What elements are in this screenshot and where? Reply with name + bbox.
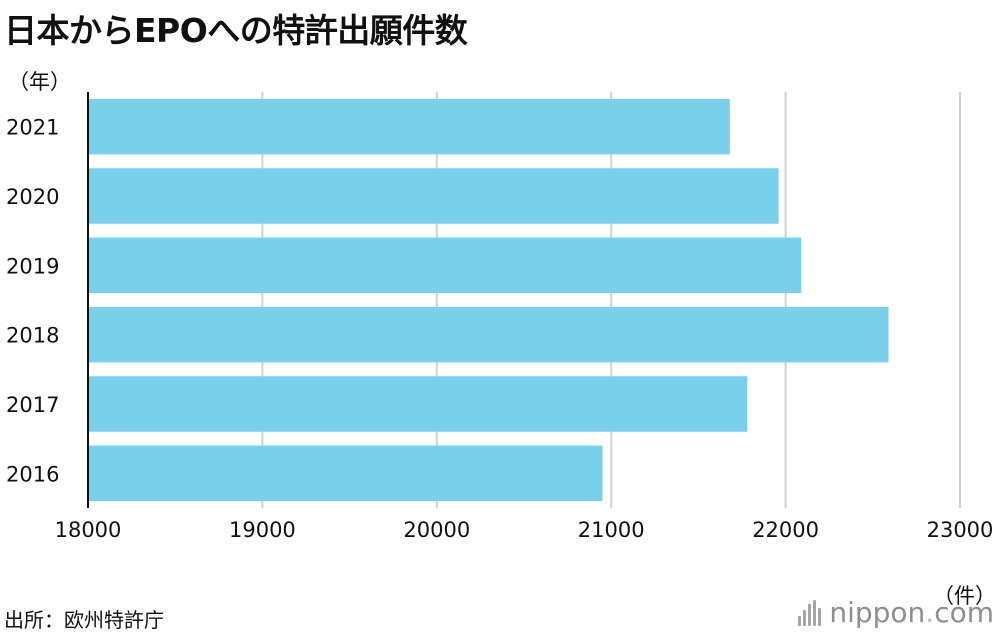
bar-2016 <box>88 445 603 502</box>
x-axis-labels: 18000 19000 20000 21000 22000 23000 <box>55 518 994 542</box>
bar-2019 <box>88 237 802 294</box>
bar-2021 <box>88 98 730 155</box>
logo-dot: . <box>925 596 935 629</box>
bar-2020 <box>88 168 779 224</box>
y-tick-label: 2016 <box>6 462 59 486</box>
y-axis-labels: 2021 2020 2019 2018 2017 2016 <box>6 116 59 487</box>
logo-brand: nippon <box>829 596 926 629</box>
logo-suffix: com <box>934 596 994 629</box>
y-tick-label: 2020 <box>6 185 59 209</box>
bars <box>88 98 889 502</box>
y-tick-label: 2021 <box>6 116 59 140</box>
x-tick-label: 20000 <box>403 518 470 542</box>
x-axis-unit-label: （件） <box>933 584 996 608</box>
nippon-logo: nippon. com <box>798 596 994 629</box>
x-tick-label: 23000 <box>927 518 994 542</box>
bar-2018 <box>88 306 889 363</box>
x-tick-label: 21000 <box>578 518 645 542</box>
y-tick-label: 2017 <box>6 393 59 417</box>
y-axis-unit-label: （年） <box>8 70 71 94</box>
bar-2017 <box>88 376 748 432</box>
y-tick-label: 2018 <box>6 324 59 348</box>
logo-mark-icon <box>798 599 823 626</box>
x-tick-label: 19000 <box>229 518 296 542</box>
chart-title: 日本からEPOへの特許出願件数 <box>4 11 468 50</box>
x-tick-label: 18000 <box>55 518 122 542</box>
x-tick-label: 22000 <box>752 518 819 542</box>
grid-lines <box>261 92 961 508</box>
y-tick-label: 2019 <box>6 254 59 278</box>
source-note: 出所：欧州特許庁 <box>4 608 164 632</box>
